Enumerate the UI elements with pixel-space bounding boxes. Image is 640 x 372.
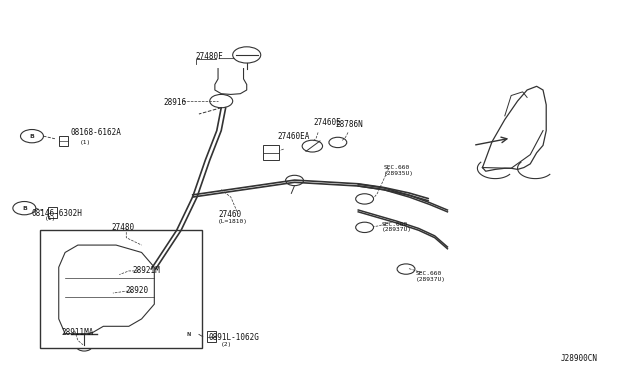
Text: (1): (1) xyxy=(45,217,56,221)
Text: (L=1810): (L=1810) xyxy=(218,219,248,224)
Text: 08168-6162A: 08168-6162A xyxy=(70,128,121,137)
Text: 27480F: 27480F xyxy=(196,52,223,61)
Bar xyxy=(48,208,57,218)
Text: (28937U): (28937U) xyxy=(382,227,412,232)
Text: (28937U): (28937U) xyxy=(415,277,445,282)
Bar xyxy=(40,230,202,349)
Text: 28920: 28920 xyxy=(125,286,148,295)
Text: 27460E: 27460E xyxy=(314,118,341,127)
Text: J28900CN: J28900CN xyxy=(560,355,597,363)
Text: 28916: 28916 xyxy=(164,98,187,107)
Text: 08146-6302H: 08146-6302H xyxy=(32,209,83,218)
Text: 27460EA: 27460EA xyxy=(277,132,310,141)
Text: B: B xyxy=(29,134,35,139)
Text: 27480: 27480 xyxy=(111,223,134,232)
Text: (2): (2) xyxy=(221,341,232,346)
Text: 0891L-1062G: 0891L-1062G xyxy=(209,333,259,342)
Text: SEC.660: SEC.660 xyxy=(382,221,408,227)
Text: 28911MA: 28911MA xyxy=(62,328,94,337)
Text: N: N xyxy=(187,332,191,337)
Text: (28935U): (28935U) xyxy=(384,171,413,176)
Bar xyxy=(60,136,68,146)
Bar xyxy=(262,145,278,160)
Text: (1): (1) xyxy=(80,140,91,145)
Text: SEC.660: SEC.660 xyxy=(384,166,410,170)
Bar xyxy=(207,331,216,342)
Text: 28786N: 28786N xyxy=(336,120,364,129)
Text: 27460: 27460 xyxy=(218,211,241,219)
Text: 28921M: 28921M xyxy=(132,266,160,275)
Text: SEC.660: SEC.660 xyxy=(415,271,442,276)
Text: B: B xyxy=(22,206,27,211)
